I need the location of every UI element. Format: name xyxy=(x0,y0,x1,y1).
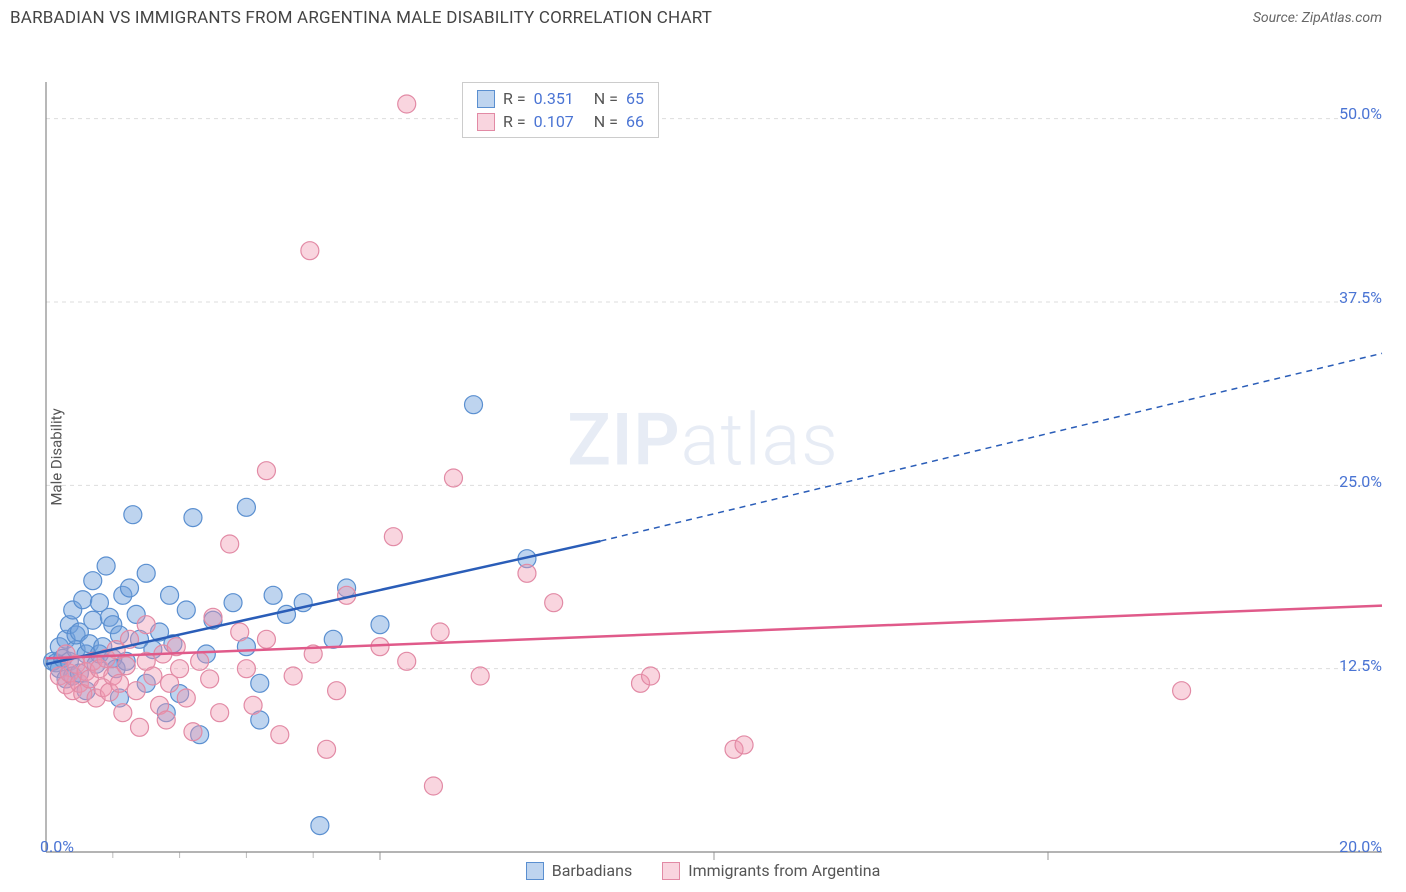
source-label: Source: ZipAtlas.com xyxy=(1253,10,1382,26)
correlation-legend: R = 0.351 N = 65 R = 0.107 N = 66 xyxy=(462,82,659,138)
scatter-plot-svg xyxy=(0,32,1406,882)
swatch-icon xyxy=(477,113,495,131)
x-tick-label-max: 20.0% xyxy=(1339,837,1382,856)
y-tick-label: 37.5% xyxy=(1339,288,1382,307)
chart-header: BARBADIAN VS IMMIGRANTS FROM ARGENTINA M… xyxy=(0,0,1406,32)
y-tick-label: 25.0% xyxy=(1339,472,1382,491)
chart-container: Male Disability ZIPatlas R = 0.351 N = 6… xyxy=(0,32,1406,882)
legend-item-barbadians: Barbadians xyxy=(526,861,633,880)
swatch-icon xyxy=(477,90,495,108)
series-legend: Barbadians Immigrants from Argentina xyxy=(0,861,1406,880)
y-axis-label: Male Disability xyxy=(48,408,66,505)
chart-title: BARBADIAN VS IMMIGRANTS FROM ARGENTINA M… xyxy=(10,8,712,28)
legend-row-series2: R = 0.107 N = 66 xyxy=(477,110,644,133)
y-tick-label: 50.0% xyxy=(1339,104,1382,123)
legend-item-argentina: Immigrants from Argentina xyxy=(662,861,880,880)
x-tick-label-min: 0.0% xyxy=(40,837,74,856)
swatch-icon xyxy=(662,862,680,880)
y-tick-label: 12.5% xyxy=(1339,656,1382,675)
legend-row-series1: R = 0.351 N = 65 xyxy=(477,87,644,110)
swatch-icon xyxy=(526,862,544,880)
